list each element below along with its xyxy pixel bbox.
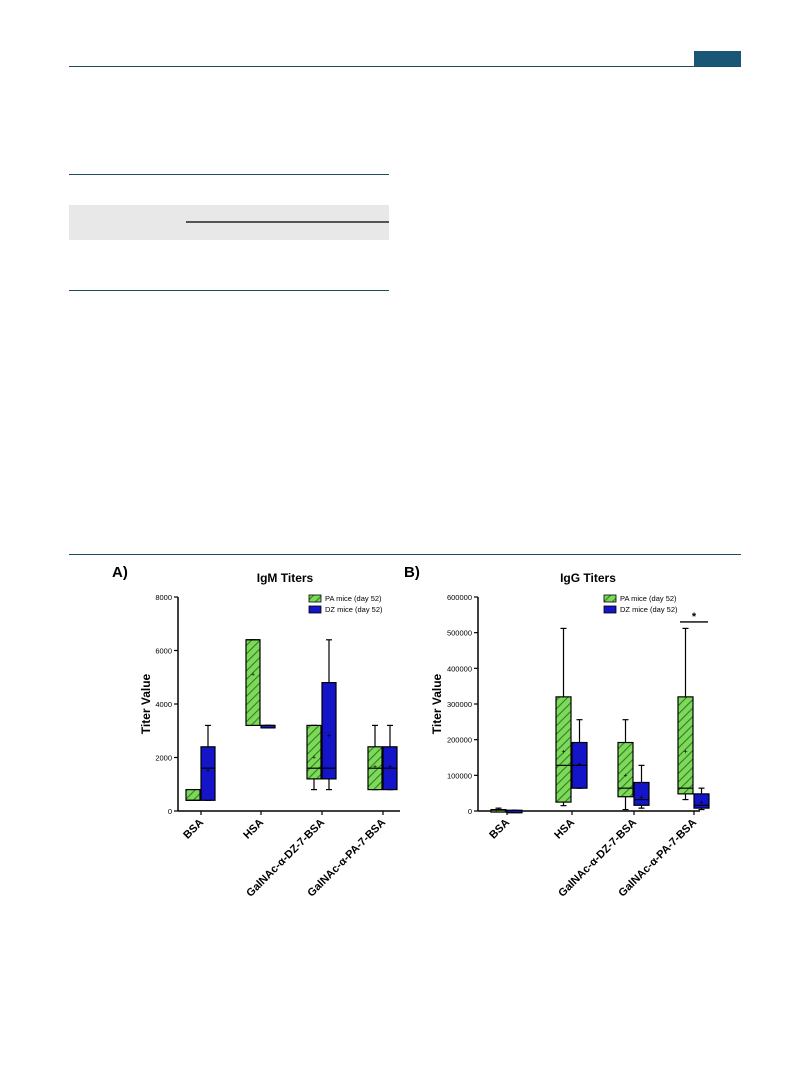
legend-label: DZ mice (day 52)	[620, 605, 678, 614]
mean-marker: +	[312, 755, 316, 762]
y-axis-label: Titer Value	[430, 673, 444, 734]
mean-marker: +	[373, 764, 377, 771]
chart-title: IgG Titers	[560, 571, 616, 585]
y-axis-label: Titer Value	[139, 673, 153, 734]
box-pa	[677, 696, 694, 795]
x-tick-label: BSA	[181, 817, 206, 842]
box-pa	[185, 788, 201, 801]
box-pa	[555, 696, 572, 803]
y-tick-label: 6000	[155, 647, 172, 656]
chart-title: IgM Titers	[257, 571, 314, 585]
header-rule	[69, 66, 741, 67]
y-tick-label: 500000	[447, 629, 472, 638]
table-inner-line	[186, 221, 389, 223]
y-tick-label: 4000	[155, 700, 172, 709]
igm-chart: IgM Titers 0 2000 4000 6000 8000 Titer Value BS…	[139, 571, 400, 899]
table-top-rule	[69, 174, 389, 175]
y-tick-label: 8000	[155, 593, 172, 602]
legend-label: PA mice (day 52)	[325, 594, 382, 603]
box-dz	[200, 746, 216, 801]
x-tick-label: BSA	[487, 817, 512, 842]
panel-a-label: A)	[112, 564, 128, 581]
mean-marker: +	[577, 762, 581, 769]
mean-marker: +	[699, 799, 703, 806]
legend-swatch-dz	[603, 605, 617, 614]
y-tick-label: 100000	[447, 771, 472, 780]
mean-marker: +	[683, 749, 687, 756]
legend-label: PA mice (day 52)	[620, 594, 677, 603]
y-tick-label: 200000	[447, 736, 472, 745]
y-tick-label: 300000	[447, 700, 472, 709]
table-bottom-rule	[69, 290, 389, 291]
legend-swatch-dz	[308, 605, 322, 614]
mean-marker: +	[623, 772, 627, 779]
figure-top-rule	[69, 554, 741, 555]
y-tick-label: 400000	[447, 664, 472, 673]
mean-marker: +	[639, 794, 643, 801]
legend-swatch-pa	[308, 594, 322, 603]
mean-marker: +	[388, 764, 392, 771]
box-pa	[245, 639, 261, 726]
box-dz	[693, 793, 710, 809]
mean-marker: +	[327, 733, 331, 740]
header-accent-block	[694, 51, 741, 66]
mean-marker: +	[251, 672, 255, 679]
legend-label: DZ mice (day 52)	[325, 605, 383, 614]
box-dz	[321, 681, 337, 780]
y-tick-label: 600000	[447, 593, 472, 602]
y-tick-label: 2000	[155, 754, 172, 763]
significance-star: *	[692, 611, 697, 623]
mean-marker: +	[561, 749, 565, 756]
y-tick-label: 0	[168, 807, 172, 816]
igg-chart: IgG Titers 0 100000 200000 300000 400000 50000…	[430, 571, 710, 899]
panel-b-label: B)	[404, 564, 420, 581]
box-pa	[617, 741, 634, 798]
x-tick-label: HSA	[241, 817, 266, 842]
mean-marker: +	[206, 768, 210, 775]
legend-swatch-pa	[603, 594, 617, 603]
y-tick-label: 0	[468, 807, 472, 816]
x-tick-label: HSA	[552, 817, 577, 842]
box-pa	[306, 724, 322, 780]
